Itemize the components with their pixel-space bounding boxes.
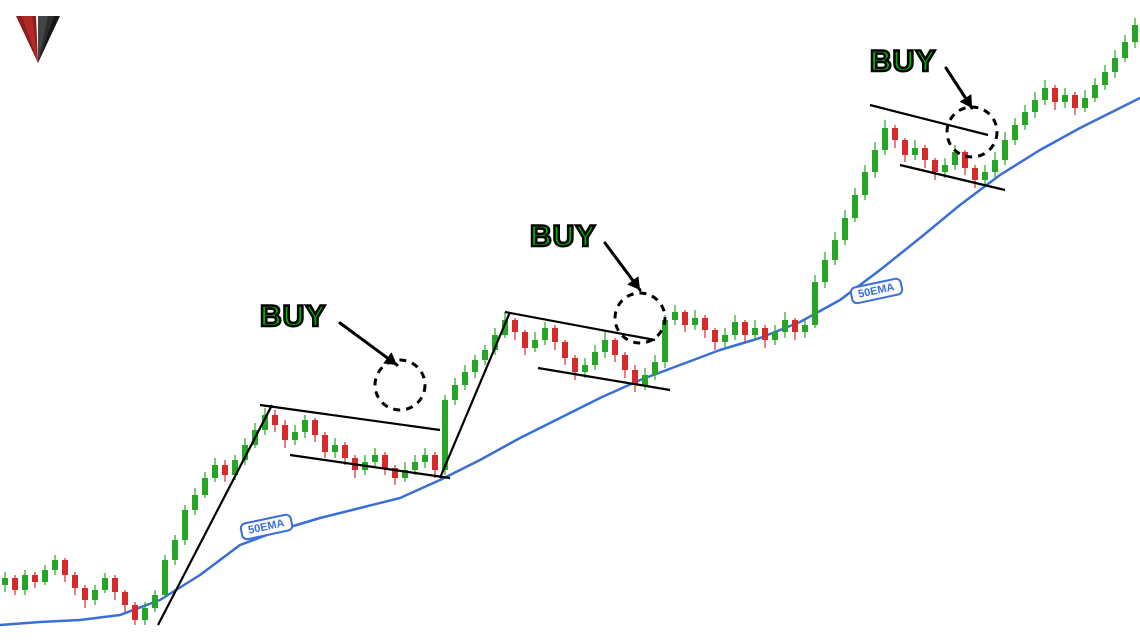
candlestick-chart — [0, 0, 1140, 640]
buy-label-2: BUY — [530, 220, 596, 254]
buy-label-1: BUY — [260, 300, 326, 334]
buy-label-3: BUY — [870, 45, 936, 79]
chart-stage: BUY BUY BUY 50EMA 50EMA — [0, 0, 1140, 640]
